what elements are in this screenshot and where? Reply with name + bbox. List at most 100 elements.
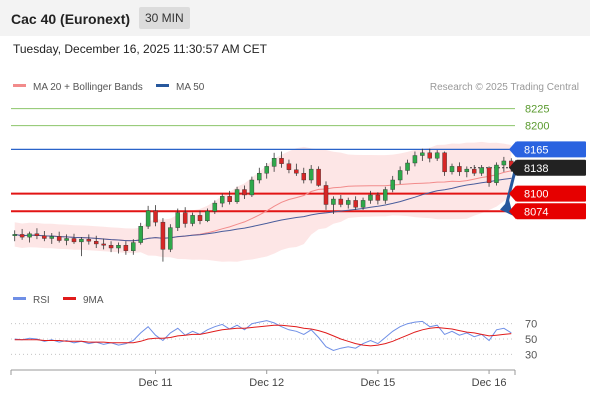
candle-body	[101, 243, 106, 246]
candle	[279, 151, 284, 168]
candle	[383, 186, 388, 204]
x-tick-label: Dec 12	[249, 377, 284, 389]
x-tick-label: Dec 11	[139, 377, 173, 389]
candle-body	[175, 212, 181, 228]
candle	[420, 148, 425, 161]
candle-body	[449, 166, 455, 173]
candle-body	[64, 238, 69, 241]
candle	[257, 167, 262, 184]
candle-body	[49, 236, 55, 239]
candle	[486, 166, 492, 187]
candle-body	[160, 221, 166, 250]
legend-label-1: MA 50	[176, 82, 205, 93]
candle-body	[205, 211, 210, 221]
candle	[145, 205, 151, 229]
candle	[168, 224, 173, 253]
candle	[219, 193, 225, 208]
candle	[79, 237, 84, 257]
rsi-legend-label-0: RSI	[33, 295, 50, 306]
timeframe-badge[interactable]: 30 MIN	[139, 7, 190, 29]
candle	[301, 167, 307, 184]
level-label-8100: 8100	[524, 189, 548, 201]
candle	[227, 190, 232, 205]
rsi-legend-swatch-0	[13, 297, 26, 300]
candle-body	[397, 170, 403, 181]
level-label-8200: 8200	[525, 121, 549, 133]
candle	[405, 159, 410, 175]
projection-arrow-shaft	[504, 169, 517, 208]
candle-body	[316, 168, 321, 186]
candle-body	[271, 158, 277, 167]
candle	[34, 228, 40, 240]
level-tag-8100	[516, 185, 586, 202]
candle-body	[212, 202, 218, 212]
candle-body	[486, 167, 492, 183]
candle	[49, 233, 55, 244]
candle-body	[494, 164, 499, 183]
candle	[212, 200, 218, 214]
candle-body	[34, 233, 40, 236]
candle-body	[345, 200, 351, 205]
level-label-8165: 8165	[524, 144, 548, 156]
candle	[19, 228, 25, 240]
candle-body	[93, 240, 99, 245]
candle-body	[331, 198, 336, 205]
candle-body	[56, 236, 62, 241]
candle-body	[279, 158, 284, 164]
rsi-legend-label-1: 9MA	[83, 295, 104, 306]
level-tag-pointer-8165	[509, 141, 516, 158]
candle-body	[501, 160, 507, 166]
candle	[71, 233, 77, 244]
candle-body	[457, 166, 462, 173]
x-tick-label: Dec 16	[472, 377, 507, 389]
candle	[464, 166, 470, 178]
candle	[345, 197, 351, 209]
candle	[108, 241, 114, 253]
candle	[449, 163, 455, 175]
candle	[323, 181, 329, 210]
candle	[101, 238, 106, 250]
candle	[42, 231, 47, 242]
candle	[308, 165, 314, 184]
candle	[182, 207, 188, 228]
chart-header: Cac 40 (Euronext) 30 MIN	[0, 0, 590, 36]
candle	[116, 242, 121, 254]
candle-body	[168, 227, 173, 250]
candle-body	[197, 215, 203, 222]
candle-body	[131, 242, 136, 251]
candle-body	[257, 172, 262, 181]
candle-body	[323, 185, 329, 205]
candle-body	[427, 152, 433, 159]
level-tag-pointer-8074	[509, 203, 516, 220]
candle-body	[471, 168, 477, 174]
candle-body	[464, 168, 470, 173]
level-label-8225: 8225	[525, 104, 549, 116]
candle-body	[12, 234, 17, 236]
candle-body	[479, 167, 484, 174]
candle	[501, 156, 507, 172]
candle	[412, 151, 418, 167]
rsi-level-label-70: 70	[525, 319, 537, 331]
candle-body	[79, 238, 84, 243]
candle-body	[123, 245, 129, 251]
level-label-8074: 8074	[524, 206, 548, 218]
candle	[138, 222, 143, 245]
candle	[264, 163, 269, 179]
candle	[190, 212, 195, 227]
level-tag-8165	[516, 141, 586, 158]
candle-body	[27, 233, 32, 238]
candle	[479, 165, 484, 176]
candle	[397, 166, 403, 185]
candle-body	[153, 210, 158, 223]
candle	[86, 234, 92, 245]
watermark: Research © 2025 Trading Central	[430, 82, 579, 93]
candle-body	[86, 238, 92, 242]
legend-label-0: MA 20 + Bollinger Bands	[33, 82, 143, 93]
rsi-line	[14, 320, 512, 352]
candle	[427, 148, 433, 163]
candle-body	[71, 238, 77, 243]
level-tag-8138	[516, 159, 586, 176]
candle	[205, 208, 210, 223]
candle-body	[353, 200, 358, 208]
